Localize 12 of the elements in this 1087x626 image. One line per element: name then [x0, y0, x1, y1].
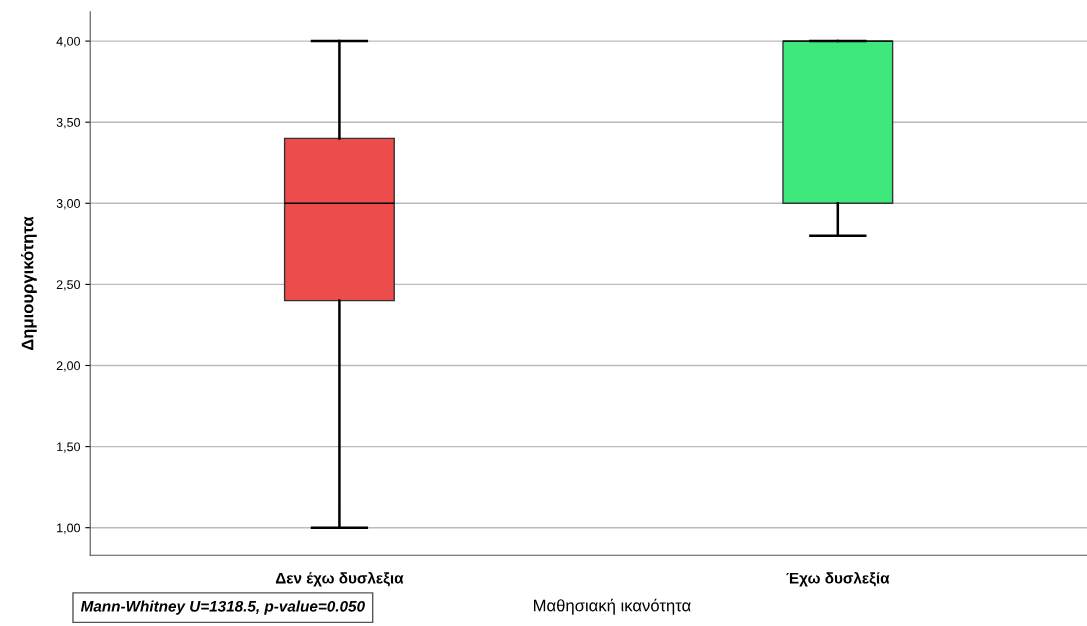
y-tick-label: 2,00: [56, 361, 81, 372]
y-tick-label: 1,50: [57, 442, 81, 453]
y-tick-label: 1,00: [57, 523, 81, 534]
y-axis-title: Δημιουργικότητα: [21, 216, 37, 351]
y-tick-label: 2,50: [56, 280, 81, 291]
y-tick-label: 3,00: [56, 199, 81, 210]
y-tick-label: 4,00: [56, 36, 81, 48]
x-tick-label: Έχω δυσλεξία: [786, 571, 890, 587]
x-tick-label: Δεν έχω δυσλεξια: [275, 571, 404, 587]
x-axis-title: Μαθησιακή ικανότητα: [534, 598, 691, 615]
text: Mann-Whitney U=1318.5, p-value=0.050: [80, 600, 365, 615]
y-tick-label: 3,50: [56, 117, 81, 129]
